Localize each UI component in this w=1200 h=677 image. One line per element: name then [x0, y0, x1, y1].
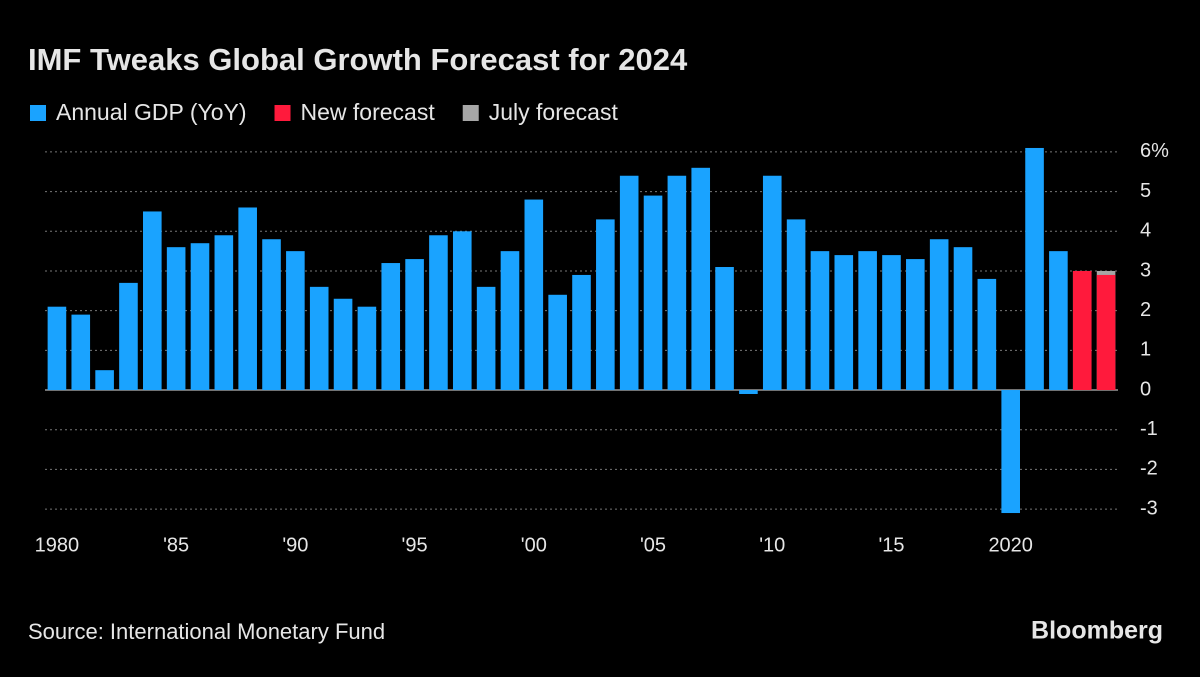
x-tick-label: 2020: [988, 534, 1033, 556]
x-tick-label: '15: [878, 534, 904, 556]
x-tick-label: '05: [640, 534, 666, 556]
legend-swatch: [30, 105, 46, 121]
bar: [286, 251, 305, 391]
bar: [882, 255, 901, 391]
x-tick-label: 1980: [35, 534, 80, 556]
bar: [405, 259, 424, 391]
x-tick-label: '85: [163, 534, 189, 556]
y-tick-label: 6%: [1140, 140, 1169, 162]
x-tick-label: '90: [282, 534, 308, 556]
y-tick-label: 1: [1140, 339, 1151, 361]
bar: [524, 199, 544, 391]
bar: [572, 274, 591, 391]
chart-title: IMF Tweaks Global Growth Forecast for 20…: [28, 42, 688, 77]
bar: [715, 267, 734, 391]
bar: [834, 255, 854, 391]
legend-swatch: [462, 105, 479, 121]
x-tick-label: '10: [759, 534, 785, 556]
bar: [1049, 251, 1068, 391]
bar: [1001, 390, 1020, 514]
bar: [119, 282, 138, 391]
bar: [429, 235, 448, 391]
bar: [1072, 270, 1092, 391]
source: Source: International Monetary Fund: [28, 619, 385, 644]
y-tick-label: -1: [1140, 418, 1158, 440]
bar: [166, 247, 186, 391]
bar: [906, 259, 925, 391]
bar: [95, 370, 114, 391]
bar: [810, 251, 830, 391]
bar: [739, 390, 758, 394]
bar: [619, 175, 639, 391]
bar: [858, 251, 877, 391]
bar: [691, 167, 711, 391]
bar: [190, 243, 210, 391]
bar: [309, 286, 329, 391]
x-tick-label: '95: [402, 534, 428, 556]
bar: [667, 175, 687, 391]
bar: [977, 278, 997, 391]
bar: [762, 175, 782, 391]
y-tick-label: 0: [1140, 378, 1151, 400]
bar: [596, 219, 615, 391]
bar: [548, 294, 567, 391]
bar: [47, 306, 67, 391]
bar: [643, 195, 663, 391]
bar: [357, 306, 377, 391]
y-tick-label: -2: [1140, 458, 1158, 480]
legend-label: Annual GDP (YoY): [56, 99, 247, 125]
y-tick-label: 2: [1140, 299, 1151, 321]
bar: [381, 263, 401, 391]
bar: [1096, 274, 1116, 391]
bar: [1025, 147, 1044, 391]
bar: [929, 239, 949, 391]
y-tick-label: 5: [1140, 180, 1151, 202]
legend-label: July forecast: [489, 99, 619, 125]
bar: [214, 235, 234, 391]
legend-label: New forecast: [301, 99, 436, 125]
y-tick-label: -3: [1140, 497, 1158, 519]
bar: [953, 247, 973, 391]
bar: [238, 207, 257, 391]
bar: [71, 314, 91, 391]
bar: [262, 239, 281, 391]
y-tick-label: 3: [1140, 259, 1151, 281]
bar: [143, 211, 162, 391]
bar: [476, 286, 496, 391]
bar: [500, 251, 520, 391]
bar: [786, 219, 806, 391]
bar: [452, 231, 472, 391]
y-tick-label: 4: [1140, 220, 1151, 242]
brand: Bloomberg: [1031, 617, 1163, 645]
x-tick-label: '00: [521, 534, 547, 556]
bar: [333, 298, 353, 391]
legend-swatch: [274, 105, 291, 121]
